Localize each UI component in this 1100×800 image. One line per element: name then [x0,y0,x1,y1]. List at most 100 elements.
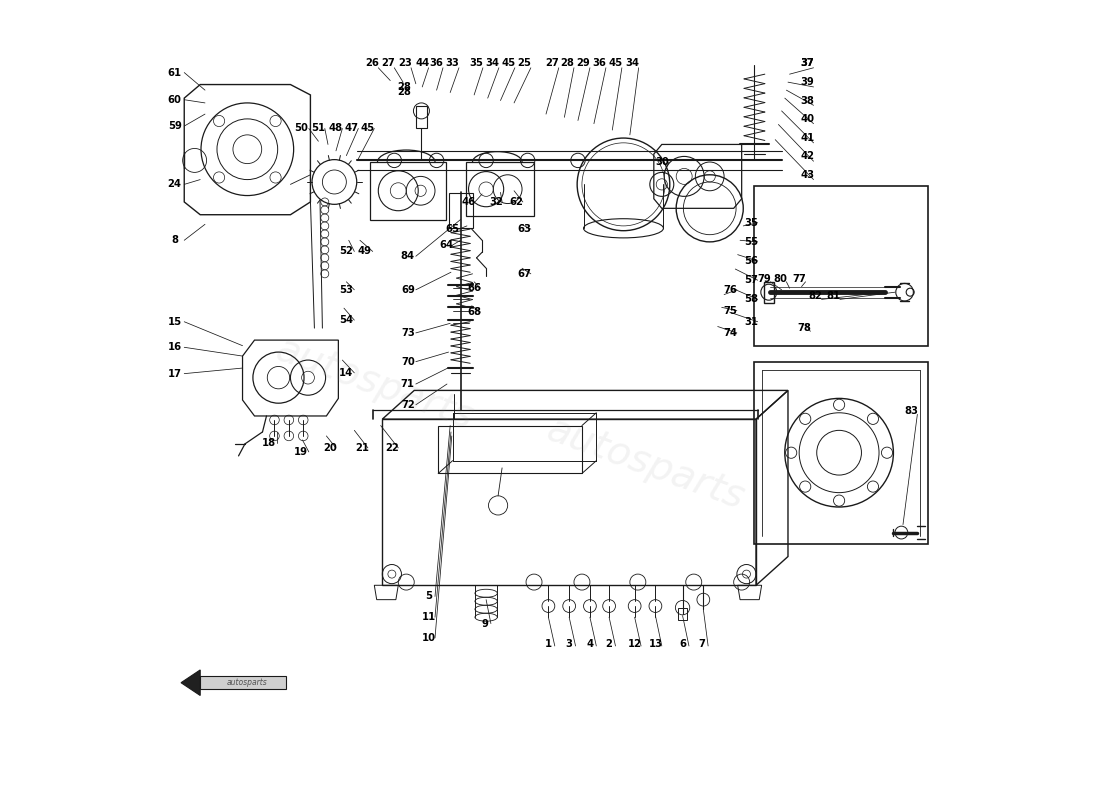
Text: autosparts: autosparts [271,330,478,438]
Text: 46: 46 [462,197,475,207]
Text: 37: 37 [801,58,814,68]
Text: 75: 75 [724,306,737,315]
Text: 27: 27 [381,58,395,68]
Text: 38: 38 [800,95,814,106]
Text: 37: 37 [801,58,814,68]
Bar [754,362,927,544]
Text: 32: 32 [488,197,503,207]
Text: 58: 58 [745,294,758,304]
Text: 63: 63 [517,224,531,234]
Text: 71: 71 [400,379,415,389]
Text: 54: 54 [339,315,353,325]
Text: 24: 24 [167,179,182,190]
Text: 76: 76 [724,285,737,294]
Text: 73: 73 [402,328,415,338]
Text: 27: 27 [546,58,559,68]
Text: 12: 12 [628,639,641,650]
Text: 36: 36 [430,58,443,68]
Text: 44: 44 [415,58,429,68]
Text: 39: 39 [801,77,814,87]
Text: 35: 35 [745,218,758,228]
Text: 4: 4 [586,639,594,650]
Text: 2: 2 [606,639,613,650]
Text: 56: 56 [745,256,758,266]
Text: 8: 8 [172,235,178,246]
Text: 21: 21 [355,443,370,453]
Text: 49: 49 [358,246,372,257]
Text: 42: 42 [800,151,814,162]
Text: 45: 45 [608,58,623,68]
Text: 74: 74 [724,328,737,338]
Text: 55: 55 [745,237,758,247]
Polygon shape [182,670,200,695]
Text: 50: 50 [294,123,308,134]
Text: 7: 7 [698,639,705,650]
Bar [449,193,473,228]
Text: 28: 28 [398,86,411,97]
Text: 35: 35 [470,58,484,68]
Text: 79: 79 [757,274,771,284]
Bar [754,186,927,346]
Text: 17: 17 [167,369,182,378]
Text: 11: 11 [421,612,436,622]
Text: 28: 28 [561,58,574,68]
Text: 53: 53 [340,285,353,294]
Text: 1: 1 [544,639,552,650]
Text: 59: 59 [167,121,182,131]
Text: 72: 72 [402,400,415,410]
Text: 81: 81 [826,291,840,301]
Text: autosparts: autosparts [227,678,267,687]
Text: 16: 16 [167,342,182,352]
Text: 82: 82 [808,291,822,301]
Text: 62: 62 [509,197,524,207]
Text: 68: 68 [468,307,481,317]
Text: 18: 18 [262,438,276,448]
Text: 13: 13 [648,639,662,650]
Text: 5: 5 [425,591,432,602]
Text: 28: 28 [398,82,411,92]
Text: 48: 48 [329,123,343,134]
Text: 57: 57 [745,275,758,286]
Text: 78: 78 [798,323,811,333]
Text: 31: 31 [745,317,758,326]
Text: 34: 34 [485,58,499,68]
Text: 80: 80 [773,274,786,284]
Text: 34: 34 [625,58,639,68]
Text: 70: 70 [402,357,415,366]
Text: 22: 22 [385,443,398,453]
Text: autosparts: autosparts [541,410,750,518]
Text: 60: 60 [167,94,182,105]
Text: 25: 25 [517,58,531,68]
Bar [416,106,427,129]
Text: 45: 45 [361,123,375,134]
Text: 77: 77 [792,274,806,284]
Text: 61: 61 [167,67,182,78]
Text: 20: 20 [323,443,338,453]
Text: 52: 52 [340,246,353,257]
Text: 14: 14 [339,368,353,378]
Text: 41: 41 [800,133,814,143]
Text: 29: 29 [576,58,591,68]
Text: 45: 45 [502,58,516,68]
Polygon shape [200,676,286,689]
Text: 19: 19 [294,447,308,457]
Text: 84: 84 [400,251,415,262]
Text: 23: 23 [398,58,411,68]
Text: 51: 51 [311,123,326,134]
Bar [466,162,534,216]
Bar [678,608,688,621]
Text: 15: 15 [167,317,182,326]
Text: 66: 66 [468,283,481,293]
Text: 3: 3 [565,639,573,650]
Text: 40: 40 [800,114,814,124]
Bar [371,162,447,219]
Text: 65: 65 [446,224,460,234]
Text: 67: 67 [517,269,531,279]
Text: 33: 33 [446,58,460,68]
Text: 36: 36 [593,58,606,68]
Text: 43: 43 [800,170,814,180]
Text: 64: 64 [439,240,453,250]
Text: 6: 6 [679,639,686,650]
Text: 26: 26 [365,58,378,68]
Text: 47: 47 [345,123,359,134]
